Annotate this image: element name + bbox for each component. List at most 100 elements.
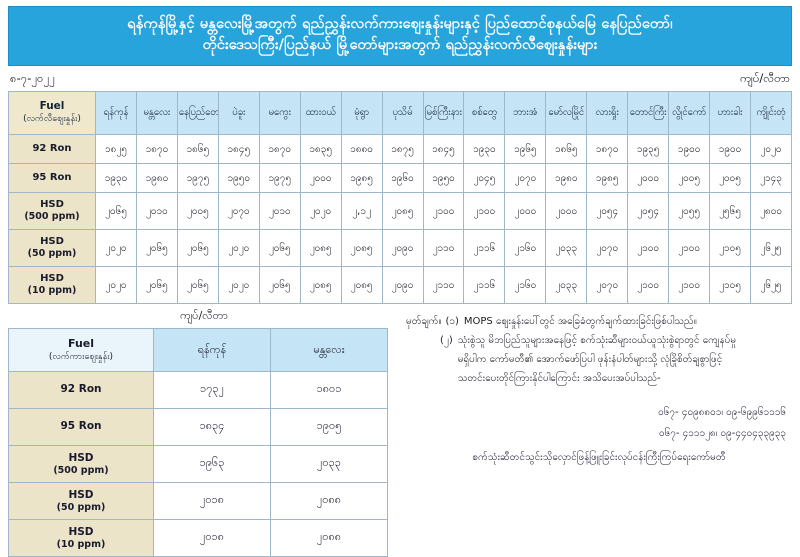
wholesale-city-header-0: ရန်ကုန် — [153, 328, 271, 373]
wholesale-table-row: 92 Ron ၁၇၃၂ ၁၈၀၁ — [8, 371, 388, 410]
retail-price-cell: ၁၉၆၀ — [381, 163, 424, 194]
wholesale-table-body: 92 Ron ၁၇၃၂ ၁၈၀၁ 95 Ron ၁၈၃၄ ၁၉၀၅ HSD (500 ppm)… — [8, 371, 388, 557]
fuel-price-announcement-page: ရန်ကုန်မြို့နှင့် မန္တလေးမြို့အတွက် ရည်ည… — [0, 6, 800, 557]
retail-table-row: HSD (50 ppm) ၂၀၂၀ ၂၀၆၅ ၂၀၆၅ ၂၀၂၀ ၂၀၆၅ ၂၀၈၅ ၂၀၈၅၂… — [8, 229, 792, 268]
note-2-line-3: သတင်းပေးတိုင်ကြားနိုင်ပါကြောင်း အသိပေးအပ… — [457, 373, 661, 385]
retail-price-cell: ၁၉၃၀ — [463, 134, 506, 165]
retail-row-label-0: 92 Ron — [8, 134, 96, 165]
retail-price-cell: ၂၀၁၀ — [135, 192, 178, 231]
retail-city-header-1: မန္တလေး — [135, 91, 178, 136]
retail-price-cell: ၂၆၂၅ — [750, 229, 792, 268]
retail-price-cell: ၂၀၈၅ — [299, 229, 342, 268]
retail-price-cell: ၁၉၇၅ — [176, 163, 219, 194]
retail-price-cell: ၂၀၉၀ — [381, 229, 424, 268]
retail-price-cell: ၁၈၄၅ — [422, 134, 465, 165]
retail-price-cell: ၂၀၂၀ — [217, 229, 260, 268]
retail-price-cell: ၂၀၆၅ — [176, 266, 219, 305]
wholesale-city-header-1: မန္တလေး — [270, 328, 388, 373]
wholesale-row-label-4: HSD (10 ppm) — [8, 519, 154, 557]
wholesale-fuel-column-header: Fuel (လက်ကားဈေးနှုန်း) — [8, 328, 154, 373]
banner-title-line-2: တိုင်းဒေသကြီး/ပြည်နယ် မြို့တော်များအတွက်… — [202, 37, 598, 54]
retail-fuel-header-sublabel: (လက်လီဈေးနှုန်း) — [23, 114, 81, 125]
notes-block: မှတ်ချက်။ (၁) MOPS ဈေးနှုန်းပေါ်တွင် အခြ… — [406, 312, 792, 388]
retail-price-cell: ၂၆၂၅ — [750, 266, 792, 305]
retail-table-row: HSD (500 ppm) ၂၀၆၅ ၂၀၁၀ ၂၀၀၅ ၂၀၇၀ ၂၀၁၀ ၂၀၂၀ ၂,၁၂… — [8, 192, 792, 231]
retail-city-header-0: ရန်ကုန် — [95, 91, 137, 136]
retail-price-cell: ၂၀၃၃ — [545, 229, 588, 268]
retail-price-cell: ၂၀၈၅ — [381, 192, 424, 231]
wholesale-table-header-row: Fuel (လက်ကားဈေးနှုန်း) ရန်ကုန် မန္တလေး — [8, 328, 388, 373]
note-item-1: မှတ်ချက်။ (၁) MOPS ဈေးနှုန်းပေါ်တွင် အခြ… — [406, 312, 792, 331]
retail-table-body: 92 Ron ၁၈၂၅ ၁၈၇၀ ၁၈၆၅ ၁၈၄၅ ၁၈၇၀ ၁၈၃၅ ၁၈၈၀ ၁၈၇၅ ၁၈… — [8, 134, 792, 305]
retail-price-cell: ၁၉၅၀ — [217, 163, 260, 194]
retail-price-cell: ၂၀၄၅ — [463, 163, 506, 194]
wholesale-fuel-header-sublabel: (လက်ကားဈေးနှုန်း) — [48, 351, 114, 362]
retail-price-cell: ၂၁၀၀ — [668, 266, 711, 305]
wholesale-price-cell: ၁၈၀၁ — [270, 371, 388, 410]
retail-price-cell: ၂၀၉၀ — [381, 266, 424, 305]
retail-price-cell: ၂၁၀၀ — [422, 192, 465, 231]
retail-price-cell: ၁၈၇၀ — [586, 134, 629, 165]
wholesale-price-cell: ၂၀၁၈ — [153, 482, 271, 521]
retail-price-cell: ၂၀၆၅ — [258, 266, 301, 305]
retail-row-label-1: 95 Ron — [8, 163, 96, 194]
wholesale-row-fuel-name-4: HSD — [68, 525, 94, 538]
wholesale-row-fuel-name-0: 92 Ron — [60, 383, 102, 396]
retail-price-cell: ၁၈၇၀ — [258, 134, 301, 165]
wholesale-fuel-header-label: Fuel — [67, 336, 95, 350]
wholesale-table-row: HSD (10 ppm) ၂၀၁၈ ၂၀၈၈ — [8, 519, 388, 557]
retail-row-label-4: HSD (10 ppm) — [8, 266, 96, 305]
note-1-number: (၁) — [445, 316, 459, 328]
retail-price-cell: ၁၉၅၀ — [422, 163, 465, 194]
retail-price-cell: ၂၁၁၀ — [422, 266, 465, 305]
retail-city-header-4: မကွေး — [258, 91, 301, 136]
wholesale-row-ppm-3: (50 ppm) — [56, 501, 106, 513]
retail-row-fuel-name-2: HSD — [40, 198, 64, 210]
retail-table-row: HSD (10 ppm) ၂၀၂၀ ၂၀၆၅ ၂၀၆၅ ၂၀၂၀ ၂၀၆၅ ၂၀၈၅ ၂၀၈၅၂… — [8, 266, 792, 305]
wholesale-row-ppm-2: (500 ppm) — [53, 464, 109, 476]
retail-price-cell: ၁၈၃၅ — [299, 134, 342, 165]
note-2-text: သုံးစွဲသူ မိဘပြည်သူများအနေဖြင့် စက်သုံးဆ… — [458, 331, 792, 388]
retail-row-ppm-4: (10 ppm) — [27, 285, 77, 297]
retail-fuel-column-header: Fuel (လက်လီဈေးနှုန်း) — [8, 91, 96, 136]
retail-price-cell: ၂၅၆၅ — [709, 192, 751, 231]
retail-price-cell: ၂၀၈၅ — [299, 266, 342, 305]
retail-price-cell: ၂၀၅၄ — [627, 192, 670, 231]
retail-price-cell: ၂၁၀၀ — [668, 229, 711, 268]
price-unit-label-main: ကျပ်/လီတာ — [740, 71, 790, 86]
retail-price-cell: ၂၀၇၀ — [586, 266, 629, 305]
retail-price-cell: ၂၀၀၀ — [545, 192, 588, 231]
retail-city-header-14: လွိုင်ကော် — [668, 91, 711, 136]
wholesale-price-cell: ၁၇၃၂ — [153, 371, 271, 410]
retail-price-cell: ၂၀၆၅ — [135, 266, 178, 305]
retail-price-cell: ၁၉၀၀ — [668, 134, 711, 165]
retail-price-cell: ၂၀၂၀ — [750, 134, 792, 165]
retail-price-cell: ၁၈၇၅ — [381, 134, 424, 165]
note-item-2: (၂) သုံးစွဲသူ မိဘပြည်သူများအနေဖြင့် စက်သ… — [406, 331, 792, 388]
retail-city-header-6: မုံရွာ — [340, 91, 383, 136]
retail-row-ppm-2: (500 ppm) — [24, 211, 80, 223]
retail-price-cell: ၂၁၄၃ — [750, 163, 792, 194]
note-2-line-1: သုံးစွဲသူ မိဘပြည်သူများအနေဖြင့် စက်သုံးဆ… — [457, 335, 737, 347]
wholesale-price-cell: ၂၀၈၈ — [270, 482, 388, 521]
wholesale-price-cell: ၂၀၃၃ — [270, 445, 388, 484]
retail-price-cell: ၂၀၀၀ — [299, 163, 342, 194]
retail-fuel-header-label: Fuel — [39, 100, 65, 113]
retail-price-cell: ၂၀၇၀ — [504, 163, 547, 194]
retail-price-cell: ၂၀၆၅ — [258, 229, 301, 268]
announcement-banner: ရန်ကုန်မြို့နှင့် မန္တလေးမြို့အတွက် ရည်ည… — [8, 6, 792, 67]
committee-signature: စက်သုံးဆီတင်သွင်းသိုလှောင်ဖြန့်ဖြူးခြင်း… — [472, 452, 726, 464]
retail-row-fuel-name-0: 92 Ron — [32, 142, 72, 154]
retail-city-header-2: နေပြည်တော် — [176, 91, 219, 136]
retail-city-header-7: ပုသိမ် — [381, 91, 424, 136]
retail-price-cell: ၂၀၇၀ — [217, 192, 260, 231]
retail-price-cell: ၂၀၀၀ — [627, 163, 670, 194]
retail-city-header-5: ထားဝယ် — [299, 91, 342, 136]
contact-phone-numbers: ၀၆၇- ၄၀၉၈၈၀၁၊ ၀၉-၆၉၉၆၁၁၁၆ ၀၆၇- ၄၁၁၁၂၈၊ ၀… — [406, 402, 792, 444]
wholesale-row-ppm-4: (10 ppm) — [56, 538, 106, 550]
retail-city-header-16: ကျိုင်းတုံ — [750, 91, 792, 136]
retail-row-label-2: HSD (500 ppm) — [8, 192, 96, 231]
retail-price-cell: ၂၀၂၀ — [95, 229, 137, 268]
retail-price-cell: ၂၁၀၀ — [463, 192, 506, 231]
retail-price-cell: ၁၉၈၀ — [135, 163, 178, 194]
